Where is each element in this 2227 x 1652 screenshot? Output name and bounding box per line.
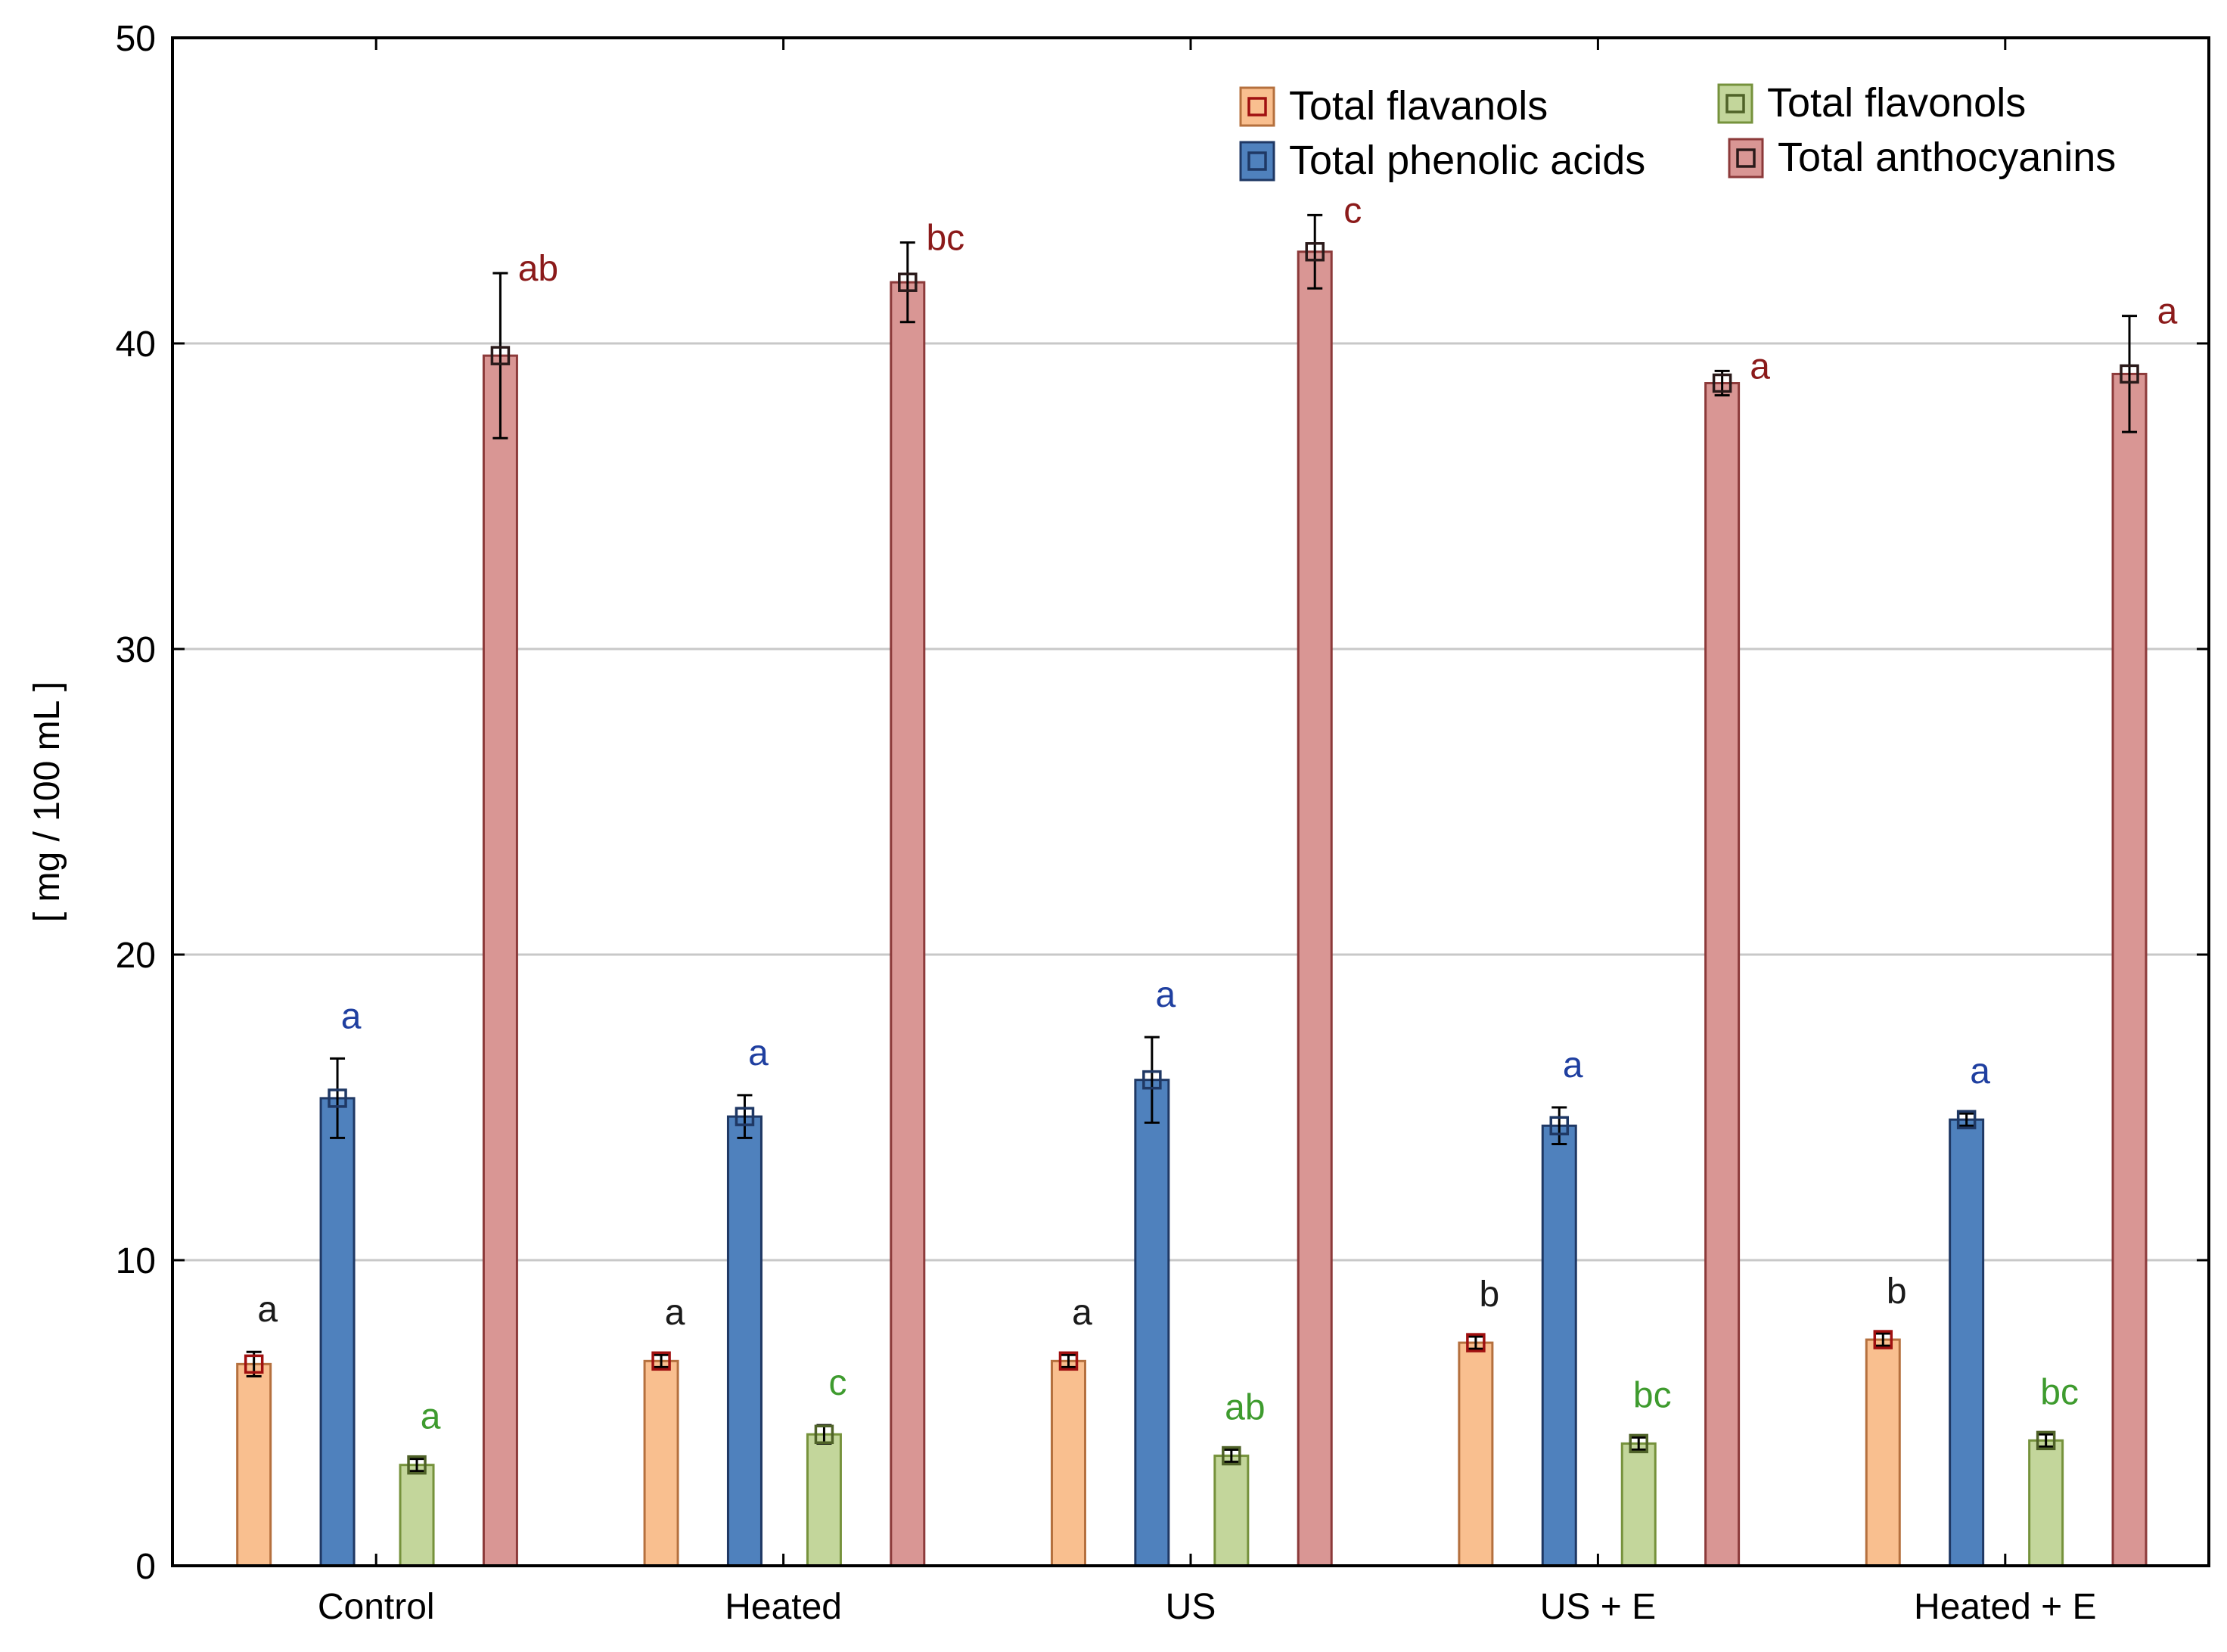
mean-marker [244,1354,264,1374]
significance-label: a [421,1397,441,1437]
significance-label: a [1156,975,1176,1015]
bar [726,1115,763,1567]
bar [399,1464,435,1567]
mean-marker [1549,1116,1570,1135]
significance-label: a [1970,1051,1990,1092]
mean-marker [898,272,918,292]
bar [1620,1442,1657,1567]
y-axis-title: [ mg / 100 mL ] [27,682,67,922]
bar [643,1359,679,1567]
bar [1949,1118,1985,1567]
legend-marker [1247,97,1267,116]
mean-marker [2036,1430,2056,1451]
significance-label: a [748,1033,769,1073]
x-tick-label: Heated [725,1587,842,1627]
mean-marker [1305,242,1325,262]
significance-label: bc [926,219,964,259]
plot-area [171,36,2210,1567]
legend-marker [1736,148,1756,168]
bar [1050,1359,1086,1567]
significance-label: a [1750,346,1770,387]
mean-marker [1873,1330,1893,1349]
significance-label: a [1563,1045,1583,1085]
mean-marker [814,1424,834,1445]
legend-label: Total flavonols [1767,80,2026,126]
mean-marker [1222,1446,1241,1466]
mean-marker [1956,1110,1977,1129]
legend-marker [1725,94,1745,113]
legend-label: Total flavanols [1289,83,1548,129]
mean-marker [2120,364,2139,384]
bar [2028,1439,2064,1567]
significance-label: c [828,1363,846,1403]
significance-label: a [257,1290,278,1330]
legend-label: Total phenolic acids [1289,138,1645,183]
mean-marker [735,1107,755,1126]
legend: Total flavanols Total phenolic acids Total… [1239,80,2116,183]
bar [806,1433,842,1567]
significance-label: b [1480,1275,1500,1315]
mean-marker [1629,1433,1648,1454]
bar [1213,1455,1250,1567]
gridlines [172,342,2209,1262]
x-tick-label: US + E [1540,1587,1656,1627]
significance-label: ab [1225,1387,1265,1427]
y-tick-label: 30 [116,630,156,670]
x-tick-label: US [1166,1587,1216,1627]
legend-label: Total anthocyanins [1778,135,2116,180]
x-tick-label: Control [318,1587,435,1627]
bar [319,1097,356,1567]
legend-marker [1247,151,1267,171]
legend-swatch [1728,138,1764,179]
axis-ticks: 0 10 20 30 40 50 Control Heated US US + E Heated +… [116,19,2209,1627]
significance-label: a [665,1293,685,1333]
y-tick-label: 0 [135,1547,156,1587]
bar [1134,1079,1170,1567]
legend-swatch [1239,86,1275,127]
mean-marker [651,1351,671,1371]
significance-label: a [1072,1293,1092,1333]
mean-marker [1058,1351,1079,1371]
bar [2111,372,2148,1567]
y-tick-label: 40 [116,324,156,365]
bar [482,354,518,1567]
significance-label: c [1343,191,1362,231]
bar [1541,1124,1577,1567]
mean-marker [1142,1070,1162,1090]
mean-marker [1712,373,1732,393]
bar [1865,1338,1901,1567]
bar [1297,250,1333,1567]
y-tick-label: 10 [116,1241,156,1281]
mean-marker [1466,1333,1486,1352]
y-tick-label: 50 [116,19,156,59]
y-tick-label: 20 [116,936,156,976]
x-tick-label: Heated + E [1914,1587,2097,1627]
bar [1704,382,1741,1567]
significance-label: b [1887,1272,1907,1312]
significance-label: a [2157,292,2178,332]
mean-marker [490,346,511,365]
significance-label: a [341,996,362,1036]
mean-marker [328,1088,347,1108]
bar [236,1362,272,1567]
significance-label: bc [2040,1372,2079,1412]
legend-swatch [1717,83,1753,124]
mean-marker [407,1455,427,1475]
bar [890,281,926,1567]
bar [1458,1341,1494,1567]
legend-swatch [1239,141,1275,182]
significance-label: bc [1633,1375,1672,1415]
significance-label: ab [518,249,558,289]
